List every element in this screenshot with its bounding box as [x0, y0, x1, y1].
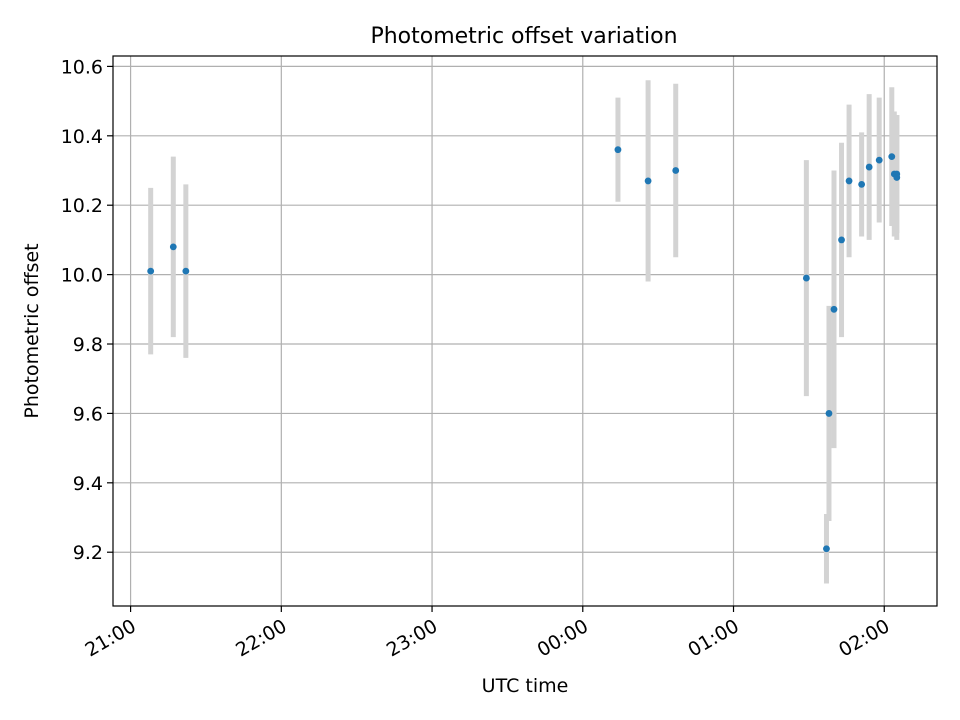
- y-tick-label: 10.2: [61, 195, 103, 217]
- data-point: [802, 274, 810, 282]
- x-axis-label: UTC time: [482, 675, 569, 697]
- data-point: [830, 305, 838, 313]
- y-tick-label: 10.0: [61, 265, 103, 287]
- grid: [113, 56, 937, 606]
- data-point: [672, 167, 680, 174]
- y-axis-label: Photometric offset: [21, 243, 43, 418]
- data-point: [865, 163, 873, 171]
- data-point: [888, 153, 896, 161]
- y-tick-label: 9.8: [73, 334, 103, 356]
- y-axis: 9.2 9.4 9.6 9.8 10.0 10.2 10.4 10.6: [61, 56, 113, 564]
- data-point: [169, 243, 177, 251]
- chart-title: Photometric offset variation: [370, 24, 677, 49]
- data-point: [614, 146, 622, 154]
- data-point: [644, 177, 652, 185]
- plot-frame: [112, 55, 938, 607]
- data-points: [147, 146, 901, 553]
- data-point: [182, 267, 190, 275]
- y-tick-label: 9.4: [73, 473, 103, 495]
- data-point: [893, 174, 901, 181]
- data-point: [147, 267, 155, 275]
- data-point: [825, 410, 833, 417]
- data-point: [875, 156, 883, 164]
- data-point: [838, 236, 845, 244]
- y-tick-label: 10.6: [61, 56, 103, 78]
- y-tick-label: 9.6: [73, 403, 103, 425]
- data-point: [823, 545, 830, 553]
- y-tick-label: 9.2: [73, 542, 103, 564]
- y-tick-label: 10.4: [61, 126, 103, 148]
- data-point: [858, 180, 866, 188]
- data-point: [845, 177, 853, 185]
